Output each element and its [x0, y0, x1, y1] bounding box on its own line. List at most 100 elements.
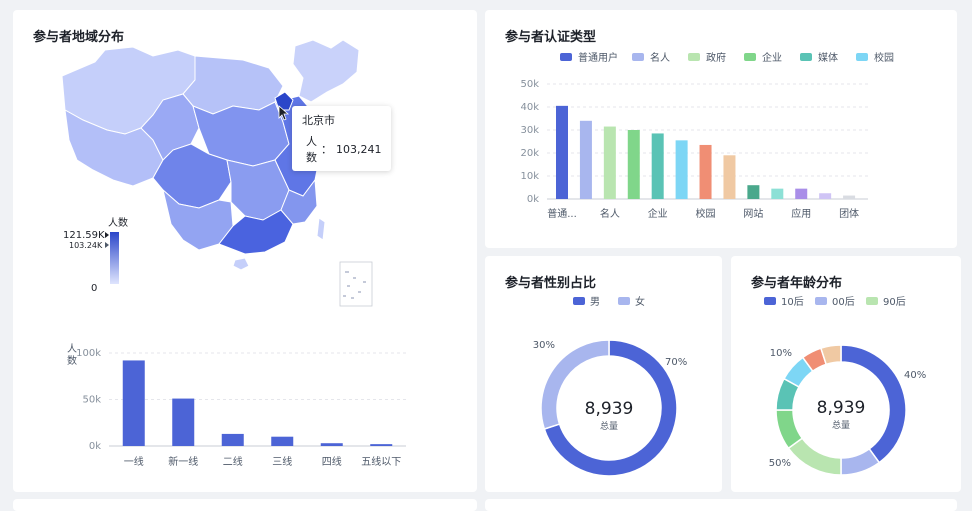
cert-bar[interactable] — [603, 126, 616, 199]
gender-card-title: 参与者性别占比 — [505, 276, 597, 291]
cert-x-tick: 校园 — [696, 207, 716, 220]
cert-bar[interactable] — [843, 195, 856, 199]
map-sichuan-region[interactable] — [152, 143, 232, 209]
cert-y-tick: 10k — [520, 171, 539, 182]
cert-bar[interactable] — [627, 130, 640, 199]
cert-x-tick: 团体 — [839, 208, 859, 220]
region-card: 参与者地域分布 人数 121.59K 10 — [13, 10, 477, 492]
gender-legend-label: 男 — [590, 296, 600, 308]
cert-bar[interactable] — [771, 188, 784, 199]
cert-bar[interactable] — [579, 120, 592, 199]
cert-legend-label: 普通用户 — [578, 51, 618, 64]
tier-y-label: 人数 — [67, 343, 77, 367]
gender-slice[interactable] — [540, 339, 610, 430]
china-map: 人数 121.59K 103.24K 0 — [61, 39, 373, 307]
cert-y-tick: 0k — [527, 194, 539, 205]
age-center-value: 8,939 — [817, 398, 866, 418]
visual-map-current: 103.24K — [69, 241, 103, 250]
cert-bar[interactable] — [795, 188, 808, 199]
age-card: 参与者年龄分布 10后 00后 90后 40% 50% 10% 8,939 总量 — [731, 256, 961, 492]
tier-x-tick: 四线 — [322, 455, 342, 468]
gender-card: 参与者性别占比 男 女 70% 30% 8,939 总量 — [485, 256, 722, 492]
cert-card: 参与者认证类型 普通用户 名人 政府 企业 媒体 校园 0k 10k 20k 30k 40k 50k 普… — [485, 10, 957, 248]
tier-bar[interactable] — [221, 433, 244, 446]
cert-x-tick: 普通... — [547, 207, 577, 220]
age-legend-label: 10后 — [781, 296, 804, 308]
gender-legend-swatch — [573, 297, 585, 305]
map-southeast-region[interactable] — [280, 178, 318, 225]
cert-bar[interactable] — [699, 144, 712, 199]
cert-x-tick: 网站 — [743, 207, 763, 220]
cert-legend-swatch — [688, 53, 700, 61]
cert-y-tick: 20k — [520, 148, 539, 159]
tier-bar[interactable] — [370, 444, 393, 446]
tier-bar[interactable] — [172, 398, 195, 446]
cert-legend-label: 媒体 — [818, 52, 838, 64]
tier-y-tick: 0k — [89, 441, 101, 452]
map-tooltip: 北京市 人数 ： 103,241 — [292, 106, 391, 171]
region-card-title: 参与者地域分布 — [33, 30, 125, 45]
cert-bar[interactable] — [651, 133, 664, 199]
tier-y-tick: 100k — [76, 348, 101, 359]
cert-card-title: 参与者认证类型 — [505, 30, 597, 45]
gender-center-value: 8,939 — [585, 399, 634, 419]
tier-bar[interactable] — [320, 443, 343, 446]
cert-legend-label: 校园 — [874, 51, 894, 64]
cert-legend-swatch — [856, 53, 868, 61]
tier-x-tick: 一线 — [124, 455, 144, 468]
cert-x-tick: 应用 — [791, 207, 811, 220]
cert-legend-swatch — [560, 53, 572, 61]
age-slice-label: 10% — [770, 348, 792, 359]
map-taiwan-region[interactable] — [316, 217, 326, 241]
visual-map-max-handle[interactable] — [105, 232, 109, 238]
gender-legend-swatch — [618, 297, 630, 305]
map-south-sea-inset — [339, 261, 373, 307]
tooltip-label: 人数 — [306, 135, 317, 164]
age-legend-swatch — [866, 297, 878, 305]
tier-x-tick: 三线 — [272, 455, 292, 468]
visual-map-max: 121.59K — [63, 230, 105, 241]
cert-bar[interactable] — [819, 193, 832, 199]
cert-y-tick: 50k — [520, 79, 539, 90]
cert-legend-swatch — [632, 53, 644, 61]
gender-slice-label: 70% — [665, 357, 687, 368]
map-northeast-region[interactable] — [292, 39, 360, 103]
cert-y-tick: 40k — [520, 102, 539, 113]
visual-map-current-handle[interactable] — [105, 242, 109, 248]
map-hainan-region[interactable] — [232, 257, 250, 271]
gender-center-label: 总量 — [600, 420, 618, 432]
tier-bar[interactable] — [271, 436, 294, 446]
cert-legend-label: 企业 — [762, 51, 782, 64]
city-tier-chart: 人数 0k 50k 100k 一线 新一线 二线 三线 四线 五线以下 — [67, 343, 406, 468]
visual-map-bar[interactable] — [110, 232, 119, 284]
gender-slice-label: 30% — [533, 340, 555, 351]
tier-bar[interactable] — [122, 360, 145, 446]
tier-x-tick: 新一线 — [168, 455, 198, 468]
map-beijing-region[interactable] — [274, 91, 294, 111]
age-legend-swatch — [815, 297, 827, 305]
tooltip-value: 103,241 — [336, 142, 382, 156]
tier-x-tick: 二线 — [223, 455, 243, 468]
gender-slice[interactable] — [543, 339, 678, 477]
cert-bar[interactable] — [723, 155, 736, 199]
cert-legend-swatch — [744, 53, 756, 61]
cert-x-tick: 企业 — [648, 207, 668, 220]
cert-bar[interactable] — [556, 105, 568, 199]
age-slice[interactable] — [787, 437, 842, 476]
cert-legend-label: 名人 — [650, 51, 670, 64]
age-legend-swatch — [764, 297, 776, 305]
cert-legend-swatch — [800, 53, 812, 61]
tier-y-tick: 50k — [82, 395, 101, 406]
age-legend-label: 00后 — [832, 296, 855, 308]
age-slice-label: 50% — [769, 458, 791, 469]
cert-bar[interactable] — [675, 140, 688, 199]
gender-legend-label: 女 — [635, 295, 645, 308]
age-slice[interactable] — [819, 344, 842, 366]
tooltip-separator: ： — [321, 143, 332, 156]
cert-bar[interactable] — [747, 185, 760, 199]
visual-map-title: 人数 — [108, 216, 128, 229]
age-center-label: 总量 — [832, 419, 850, 431]
